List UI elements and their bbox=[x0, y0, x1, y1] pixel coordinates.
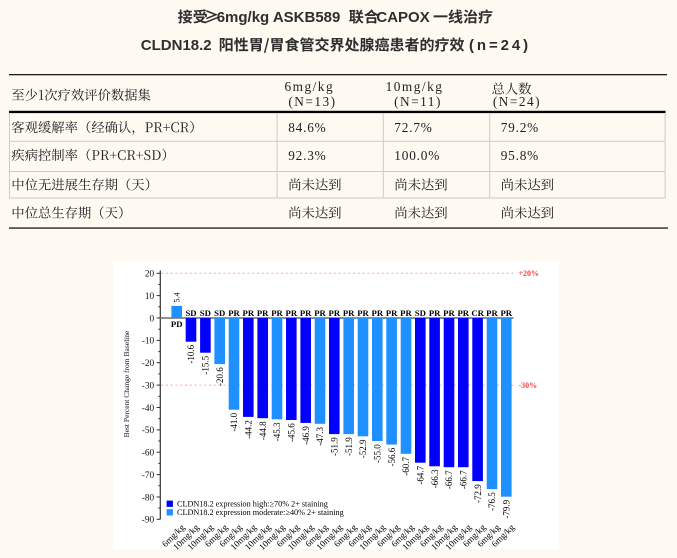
svg-text:PR: PR bbox=[300, 308, 312, 318]
svg-text:20: 20 bbox=[145, 270, 155, 280]
svg-text:95.8%: 95.8% bbox=[501, 148, 539, 163]
svg-text:(N=11): (N=11) bbox=[394, 94, 442, 109]
svg-text:-47.3: -47.3 bbox=[315, 427, 325, 446]
svg-text:SD: SD bbox=[200, 308, 211, 318]
svg-text:-45.3: -45.3 bbox=[272, 422, 282, 441]
svg-text:SD: SD bbox=[214, 308, 225, 318]
svg-text:-52.9: -52.9 bbox=[358, 439, 368, 458]
svg-text:SD: SD bbox=[415, 308, 426, 318]
svg-text:0: 0 bbox=[150, 314, 155, 324]
svg-text:PR: PR bbox=[372, 308, 384, 318]
svg-text:CR: CR bbox=[471, 308, 484, 318]
svg-text:CLDN18.2 expression high:≥70%: CLDN18.2 expression high:≥70% 2+ stainin… bbox=[177, 500, 328, 509]
svg-text:-40: -40 bbox=[142, 404, 155, 414]
svg-text:-66.7: -66.7 bbox=[459, 470, 469, 489]
svg-text:72.7%: 72.7% bbox=[394, 120, 432, 135]
svg-text:-79.9: -79.9 bbox=[502, 499, 512, 518]
svg-text:-51.9: -51.9 bbox=[330, 437, 340, 456]
svg-text:-51.9: -51.9 bbox=[344, 437, 354, 456]
svg-text:10mg/kg: 10mg/kg bbox=[386, 79, 444, 94]
svg-text:PR: PR bbox=[443, 308, 455, 318]
svg-text:PR: PR bbox=[400, 308, 412, 318]
svg-text:-10: -10 bbox=[142, 337, 155, 347]
svg-text:CAPOX: CAPOX bbox=[376, 9, 429, 26]
svg-text:+20%: +20% bbox=[519, 269, 540, 278]
svg-text:-50: -50 bbox=[142, 426, 155, 436]
svg-text:PR: PR bbox=[357, 308, 369, 318]
svg-text:CLDN18.2 expression moderate:≥: CLDN18.2 expression moderate:≥40% 2+ sta… bbox=[177, 508, 344, 517]
svg-text:PR: PR bbox=[314, 308, 326, 318]
svg-text:PR: PR bbox=[257, 308, 269, 318]
svg-text:PR: PR bbox=[286, 308, 298, 318]
svg-text:-20.6: -20.6 bbox=[215, 367, 225, 386]
svg-text:(N=13): (N=13) bbox=[288, 94, 336, 109]
svg-text:-45.6: -45.6 bbox=[287, 423, 297, 442]
svg-text:PR: PR bbox=[329, 308, 341, 318]
svg-text:-90: -90 bbox=[142, 516, 155, 526]
svg-text:-60: -60 bbox=[142, 449, 155, 459]
svg-text:92.3%: 92.3% bbox=[288, 148, 326, 163]
svg-text:-70: -70 bbox=[142, 471, 155, 481]
svg-text:-80: -80 bbox=[142, 493, 155, 503]
svg-text:PR: PR bbox=[458, 308, 470, 318]
svg-text:10: 10 bbox=[145, 292, 155, 302]
svg-text:-56.6: -56.6 bbox=[387, 447, 397, 466]
svg-text:-30%: -30% bbox=[519, 381, 538, 390]
svg-text:-41.0: -41.0 bbox=[229, 412, 239, 431]
svg-text:6mg/kg ASKB589: 6mg/kg ASKB589 bbox=[217, 9, 341, 26]
svg-text:PR: PR bbox=[228, 308, 240, 318]
svg-text:100.0%: 100.0% bbox=[394, 148, 440, 163]
svg-text:PR: PR bbox=[243, 308, 255, 318]
svg-text:(N=24): (N=24) bbox=[493, 94, 541, 109]
svg-text:PR: PR bbox=[500, 308, 512, 318]
svg-text:PR: PR bbox=[271, 308, 283, 318]
svg-text:-20: -20 bbox=[142, 359, 155, 369]
svg-text:SD: SD bbox=[185, 308, 196, 318]
svg-text:-60.7: -60.7 bbox=[401, 457, 411, 476]
svg-text:5.4: 5.4 bbox=[173, 293, 182, 303]
svg-text:PR: PR bbox=[429, 308, 441, 318]
svg-text:-66.7: -66.7 bbox=[444, 470, 454, 489]
svg-text:84.6%: 84.6% bbox=[288, 120, 326, 135]
svg-text:-44.2: -44.2 bbox=[244, 420, 254, 439]
svg-text:CLDN18.2: CLDN18.2 bbox=[141, 37, 212, 54]
svg-text:PR: PR bbox=[343, 308, 355, 318]
svg-text:PD: PD bbox=[171, 319, 183, 329]
svg-text:-44.8: -44.8 bbox=[258, 421, 268, 440]
svg-text:Best Percent Change from Basel: Best Percent Change from Baseline bbox=[122, 330, 131, 437]
svg-text:-10.6: -10.6 bbox=[186, 344, 196, 363]
svg-text:PR: PR bbox=[486, 308, 498, 318]
svg-text:-66.3: -66.3 bbox=[430, 469, 440, 488]
svg-text:6mg/kg: 6mg/kg bbox=[284, 79, 334, 94]
svg-text:-46.9: -46.9 bbox=[301, 426, 311, 445]
svg-text:-76.5: -76.5 bbox=[487, 492, 497, 511]
svg-text:-72.9: -72.9 bbox=[473, 484, 483, 503]
svg-text:PR: PR bbox=[386, 308, 398, 318]
svg-text:79.2%: 79.2% bbox=[501, 120, 539, 135]
svg-text:-55.0: -55.0 bbox=[373, 444, 383, 463]
svg-text:(n=24): (n=24) bbox=[469, 37, 531, 54]
svg-text:-30: -30 bbox=[142, 381, 155, 391]
svg-text:-64.7: -64.7 bbox=[416, 465, 426, 484]
svg-text:-15.5: -15.5 bbox=[201, 355, 211, 374]
